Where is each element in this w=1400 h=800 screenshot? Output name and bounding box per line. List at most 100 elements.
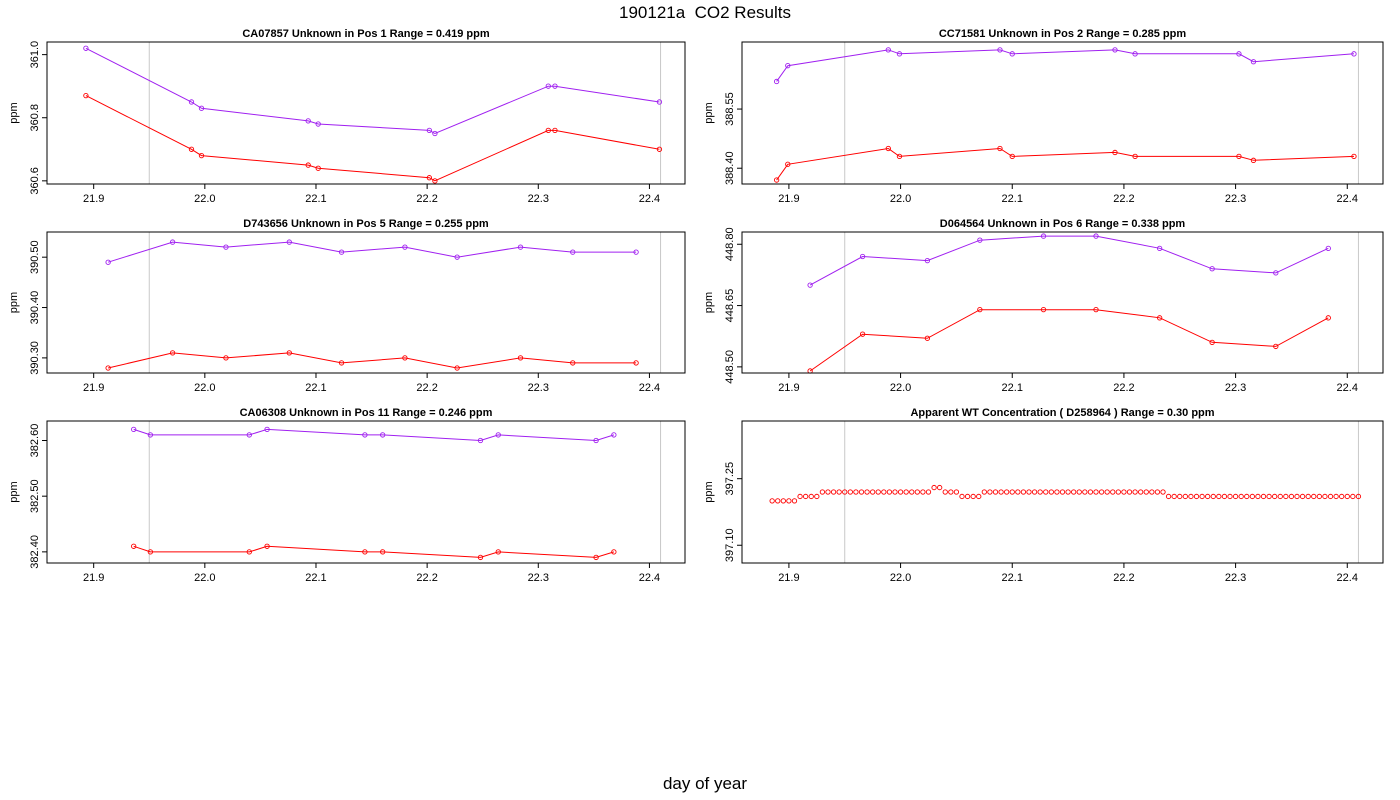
data-point [1104,489,1110,495]
data-point [970,493,976,500]
x-tick-label: 22.4 [1337,572,1358,584]
x-tick-label: 22.0 [890,572,911,584]
data-point [937,484,943,491]
y-tick-label: 397.25 [724,462,736,496]
data-point [1138,489,1144,495]
panel-title: D743656 Unknown in Pos 5 Range = 0.255 p… [243,218,489,230]
y-tick-label: 448.80 [724,227,736,261]
data-point [1238,493,1244,500]
data-point [147,549,154,555]
plot-frame [46,420,686,564]
data-point [656,99,663,105]
x-tick-label: 22.4 [639,382,660,394]
data-point [131,543,137,549]
data-point [931,484,937,491]
data-point [998,489,1004,495]
data-point [1273,343,1279,350]
data-point [886,489,893,495]
data-point [305,118,311,124]
data-point [859,253,866,260]
data-point [1098,489,1105,495]
panel-4: D064564 Unknown in Pos 6 Range = 0.338 p… [703,218,1384,394]
data-point [875,489,881,495]
data-point [477,437,484,444]
x-tick-label: 21.9 [778,382,799,394]
data-point [1026,489,1032,495]
data-point [286,239,292,245]
data-point [1316,493,1322,500]
y-tick-label: 390.30 [29,341,41,375]
data-point [1040,233,1047,239]
data-point [1188,493,1194,500]
data-point [426,127,433,134]
x-tick-label: 22.2 [416,572,437,584]
y-tick-label: 361.0 [29,41,41,69]
data-point [198,105,205,111]
data-point [909,489,915,495]
data-point [1154,489,1161,495]
x-tick-label: 22.4 [1337,193,1358,205]
data-point [1093,233,1099,239]
data-point [1132,489,1138,495]
data-point [633,360,639,366]
data-point [896,153,903,160]
data-point [1132,153,1138,160]
x-tick-label: 22.2 [416,193,437,205]
data-point [198,152,205,159]
y-axis-label: ppm [8,292,20,313]
data-point [611,549,617,555]
data-point [83,92,89,99]
x-tick-label: 22.0 [890,382,911,394]
data-point [264,543,270,549]
y-axis-label: ppm [8,481,20,502]
data-point [775,498,781,504]
panel-2: CC71581 Unknown in Pos 2 Range = 0.285 p… [703,28,1384,205]
y-tick-label: 388.55 [724,92,736,126]
series-line-1 [133,428,615,442]
data-point [223,244,229,250]
panel-3: D743656 Unknown in Pos 5 Range = 0.255 p… [8,218,686,394]
series-line-2 [85,95,660,182]
data-point [1205,493,1211,500]
data-point [953,489,960,495]
x-tick-label: 22.2 [1113,572,1134,584]
data-point [858,489,865,495]
data-point [1054,489,1060,495]
data-point [188,146,195,152]
y-tick-label: 382.40 [29,535,41,569]
data-point [769,498,775,504]
data-point [1350,493,1356,500]
data-point [819,489,826,495]
x-tick-label: 22.2 [416,382,437,394]
data-point [1351,51,1357,57]
data-point [924,335,931,341]
data-point [1327,493,1334,500]
data-point [570,360,576,366]
data-point [1193,493,1200,500]
data-point [169,350,176,356]
series-line-1 [809,235,1329,286]
data-point [454,365,460,371]
data-point [105,259,111,265]
y-axis-label: ppm [8,102,20,123]
data-point [1165,493,1172,500]
data-point [1093,489,1099,495]
data-point [892,489,898,495]
data-point [959,493,965,500]
data-point [1059,489,1066,495]
series-line-2 [107,352,637,369]
x-tick-label: 22.2 [1113,382,1134,394]
data-point [552,127,558,134]
data-point [780,498,786,504]
panel-title: Apparent WT Concentration ( D258964 ) Ra… [910,407,1214,419]
x-tick-label: 22.3 [528,382,549,394]
data-point [992,489,999,495]
data-point [1048,489,1054,495]
data-point [825,489,831,495]
data-point [188,99,195,105]
data-point [338,360,345,366]
data-point [948,489,954,495]
data-point [976,493,982,500]
data-point [1236,153,1242,160]
